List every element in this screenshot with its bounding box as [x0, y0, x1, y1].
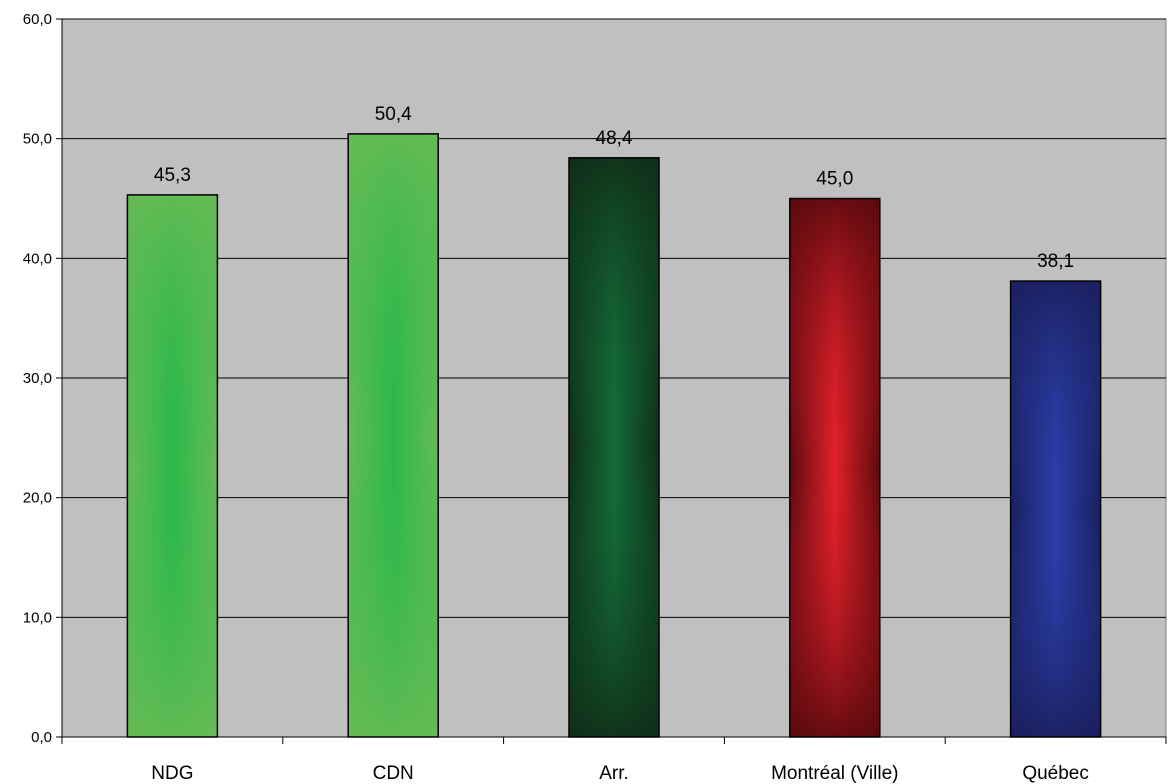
data-label: 45,3 — [154, 165, 191, 186]
bar-shade — [347, 133, 439, 738]
bar-shade — [568, 157, 660, 738]
data-label: 38,1 — [1037, 251, 1074, 272]
y-tick-label: 40,0 — [23, 250, 52, 267]
gridlines — [62, 18, 1166, 618]
y-tick-label: 60,0 — [23, 11, 52, 28]
y-tick-label: 30,0 — [23, 370, 52, 387]
bar-shade — [126, 194, 219, 738]
category-label: Montréal (Ville) — [771, 763, 898, 784]
y-tick-label: 10,0 — [23, 609, 52, 626]
data-label: 45,0 — [816, 169, 853, 190]
category-label: Québec — [1022, 763, 1089, 784]
category-label: Arr. — [599, 763, 629, 784]
bar-shade — [1009, 280, 1102, 738]
labels: 0,0 10,0 20,0 30,0 40,0 50,0 60,0 45,3 NDG 50,4 CD… — [23, 11, 1089, 784]
y-tick-label: 0,0 — [31, 729, 52, 746]
y-tick-label: 50,0 — [23, 131, 52, 148]
bar-shade — [789, 197, 881, 738]
category-label: CDN — [373, 763, 414, 784]
y-tick-label: 20,0 — [23, 490, 52, 507]
category-label: NDG — [151, 763, 193, 784]
data-label: 50,4 — [375, 104, 412, 125]
data-label: 48,4 — [596, 128, 633, 149]
bars — [126, 133, 1102, 738]
